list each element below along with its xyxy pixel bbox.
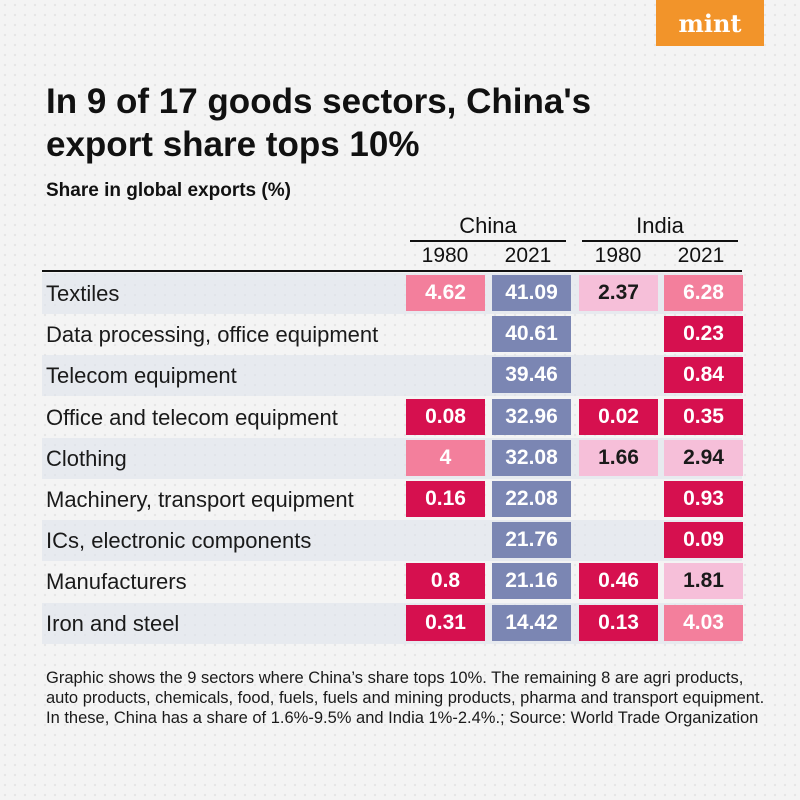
value-cell-china-2021: 21.76 [492, 522, 571, 559]
value-cell-china-2021: 32.96 [492, 398, 571, 435]
table-row: Iron and steel 0.31 14.42 0.13 4.03 [42, 602, 743, 644]
row-label: Manufacturers [46, 569, 187, 595]
row-label: Textiles [46, 281, 120, 306]
value-cell-india-2021: 0.84 [664, 357, 743, 394]
value-cell-india-1980: 0.13 [579, 604, 658, 641]
row-label: Machinery, transport equipment [46, 487, 354, 512]
footnote: Graphic shows the 9 sectors where China’… [46, 669, 765, 727]
value-cell-india-1980: 0.02 [579, 398, 658, 435]
value-cell-china-1980: 4.62 [406, 275, 485, 311]
value-cell-india-2021: 1.81 [664, 563, 743, 600]
table-row: Textiles 4.62 41.09 2.37 6.28 [42, 273, 743, 314]
table-row: Telecom equipment 39.46 0.84 [42, 355, 743, 397]
value-cell-china-1980: 0.8 [406, 563, 485, 600]
group-underline-china [410, 240, 566, 242]
value-cell-india-2021: 0.09 [664, 522, 743, 559]
value-cell-china-2021: 32.08 [492, 439, 571, 476]
value-cell-india-2021: 2.94 [664, 439, 743, 476]
chart-subtitle: Share in global exports (%) [46, 180, 291, 201]
value-cell-india-1980: 0.46 [579, 563, 658, 600]
value-cell-china-1980: 0.16 [406, 481, 485, 517]
row-label: Data processing, office equipment [46, 322, 379, 348]
chart-title: In 9 of 17 goods sectors, China's export… [46, 82, 592, 164]
value-cell-china-2021: 22.08 [492, 481, 571, 517]
table-row: Machinery, transport equipment 0.16 22.08 0… [42, 479, 743, 520]
table-row: Clothing 4 32.08 1.66 2.94 [42, 437, 743, 479]
value-cell-china-2021: 21.16 [492, 563, 571, 600]
row-label: Office and telecom equipment [46, 404, 338, 430]
table-row: Data processing, office equipment 40.61 0.… [42, 314, 743, 355]
value-cell-india-2021: 6.28 [664, 275, 743, 311]
value-cell-china-1980: 0.08 [406, 398, 485, 435]
value-cell-china-2021: 41.09 [492, 275, 571, 311]
row-label: Iron and steel [46, 610, 180, 636]
value-cell-india-2021: 0.93 [664, 481, 743, 517]
row-label: Telecom equipment [46, 363, 237, 389]
value-cell-india-1980: 1.66 [579, 439, 658, 476]
table-row: ICs, electronic components 21.76 0.09 [42, 520, 743, 562]
value-cell-china-2021: 14.42 [492, 604, 571, 641]
value-cell-india-2021: 0.23 [664, 316, 743, 353]
header-rule [42, 270, 742, 272]
value-cell-china-1980: 4 [406, 439, 485, 476]
row-label: Clothing [46, 445, 127, 471]
row-label: ICs, electronic components [46, 528, 312, 554]
group-underline-india [582, 240, 738, 242]
value-cell-india-2021: 0.35 [664, 398, 743, 435]
value-cell-china-1980: 0.31 [406, 604, 485, 641]
value-cell-china-2021: 39.46 [492, 357, 571, 394]
mint-logo: mint [656, 0, 764, 46]
value-cell-china-2021: 40.61 [492, 316, 571, 353]
value-cell-india-1980: 2.37 [579, 275, 658, 311]
table-row: Office and telecom equipment 0.08 32.96 0.0… [42, 397, 743, 438]
group-header-china: China [459, 213, 517, 238]
year-header-china-2021: 2021 [504, 244, 552, 267]
year-header-india-1980: 1980 [594, 244, 642, 267]
table-row: Manufacturers 0.8 21.16 0.46 1.81 [42, 561, 743, 602]
value-cell-india-2021: 4.03 [664, 604, 743, 641]
year-header-india-2021: 2021 [677, 244, 725, 267]
group-header-india: India [636, 213, 684, 238]
year-header-china-1980: 1980 [421, 244, 469, 267]
